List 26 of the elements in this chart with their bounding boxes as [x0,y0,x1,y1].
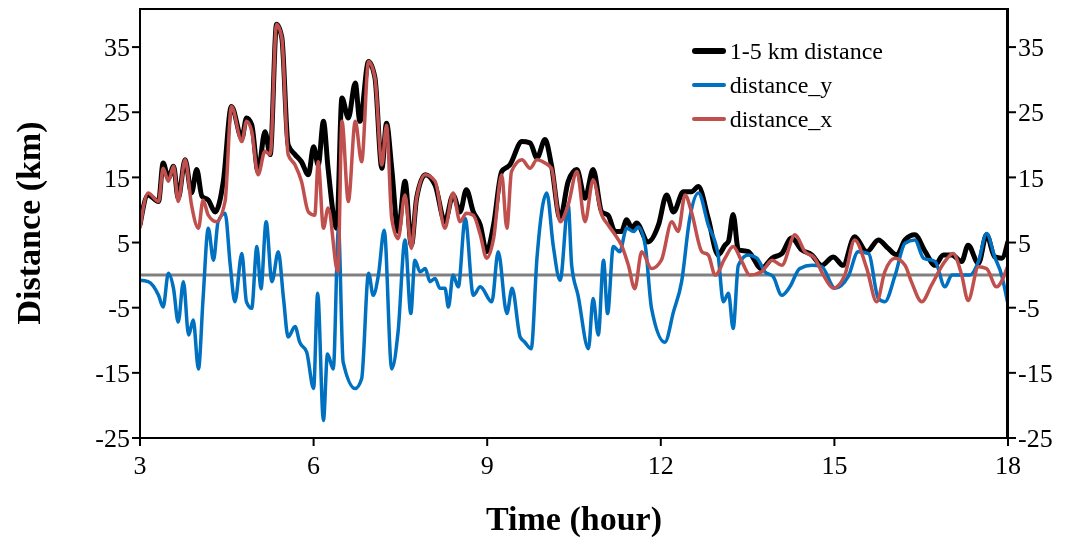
line-series [140,191,1008,423]
x-tick-label: 9 [480,451,494,481]
y-tick-label: 5 [117,228,130,258]
x-tick-label: 6 [307,451,321,481]
legend-label: distance_y [729,71,833,100]
y-tick-label: 15 [104,163,130,193]
x-axis-title: Time (hour) [486,500,662,538]
y2-tick-label: 25 [1018,98,1044,128]
y-tick-label: 25 [104,98,130,128]
y2-tick-label: 35 [1018,33,1044,63]
y2-tick-label: -25 [1018,424,1053,454]
y-tick-label: -5 [108,293,130,323]
y-tick-label: -15 [95,359,130,389]
legend-label: distance_x [729,105,833,134]
y2-tick-label: -15 [1018,359,1053,389]
x-tick-label: 15 [821,451,848,481]
y-axis-title: Distance (km) [10,121,49,325]
x-tick-label: 18 [995,451,1021,481]
x-tick-label: 12 [647,451,674,481]
y2-tick-label: 5 [1018,228,1031,258]
y-tick-label: 35 [104,33,130,63]
y-tick-label: -25 [95,424,130,454]
y2-tick-label: 15 [1018,163,1044,193]
x-tick-label: 3 [133,451,147,481]
legend-label: 1-5 km distance [729,37,883,66]
y2-tick-label: -5 [1018,293,1040,323]
